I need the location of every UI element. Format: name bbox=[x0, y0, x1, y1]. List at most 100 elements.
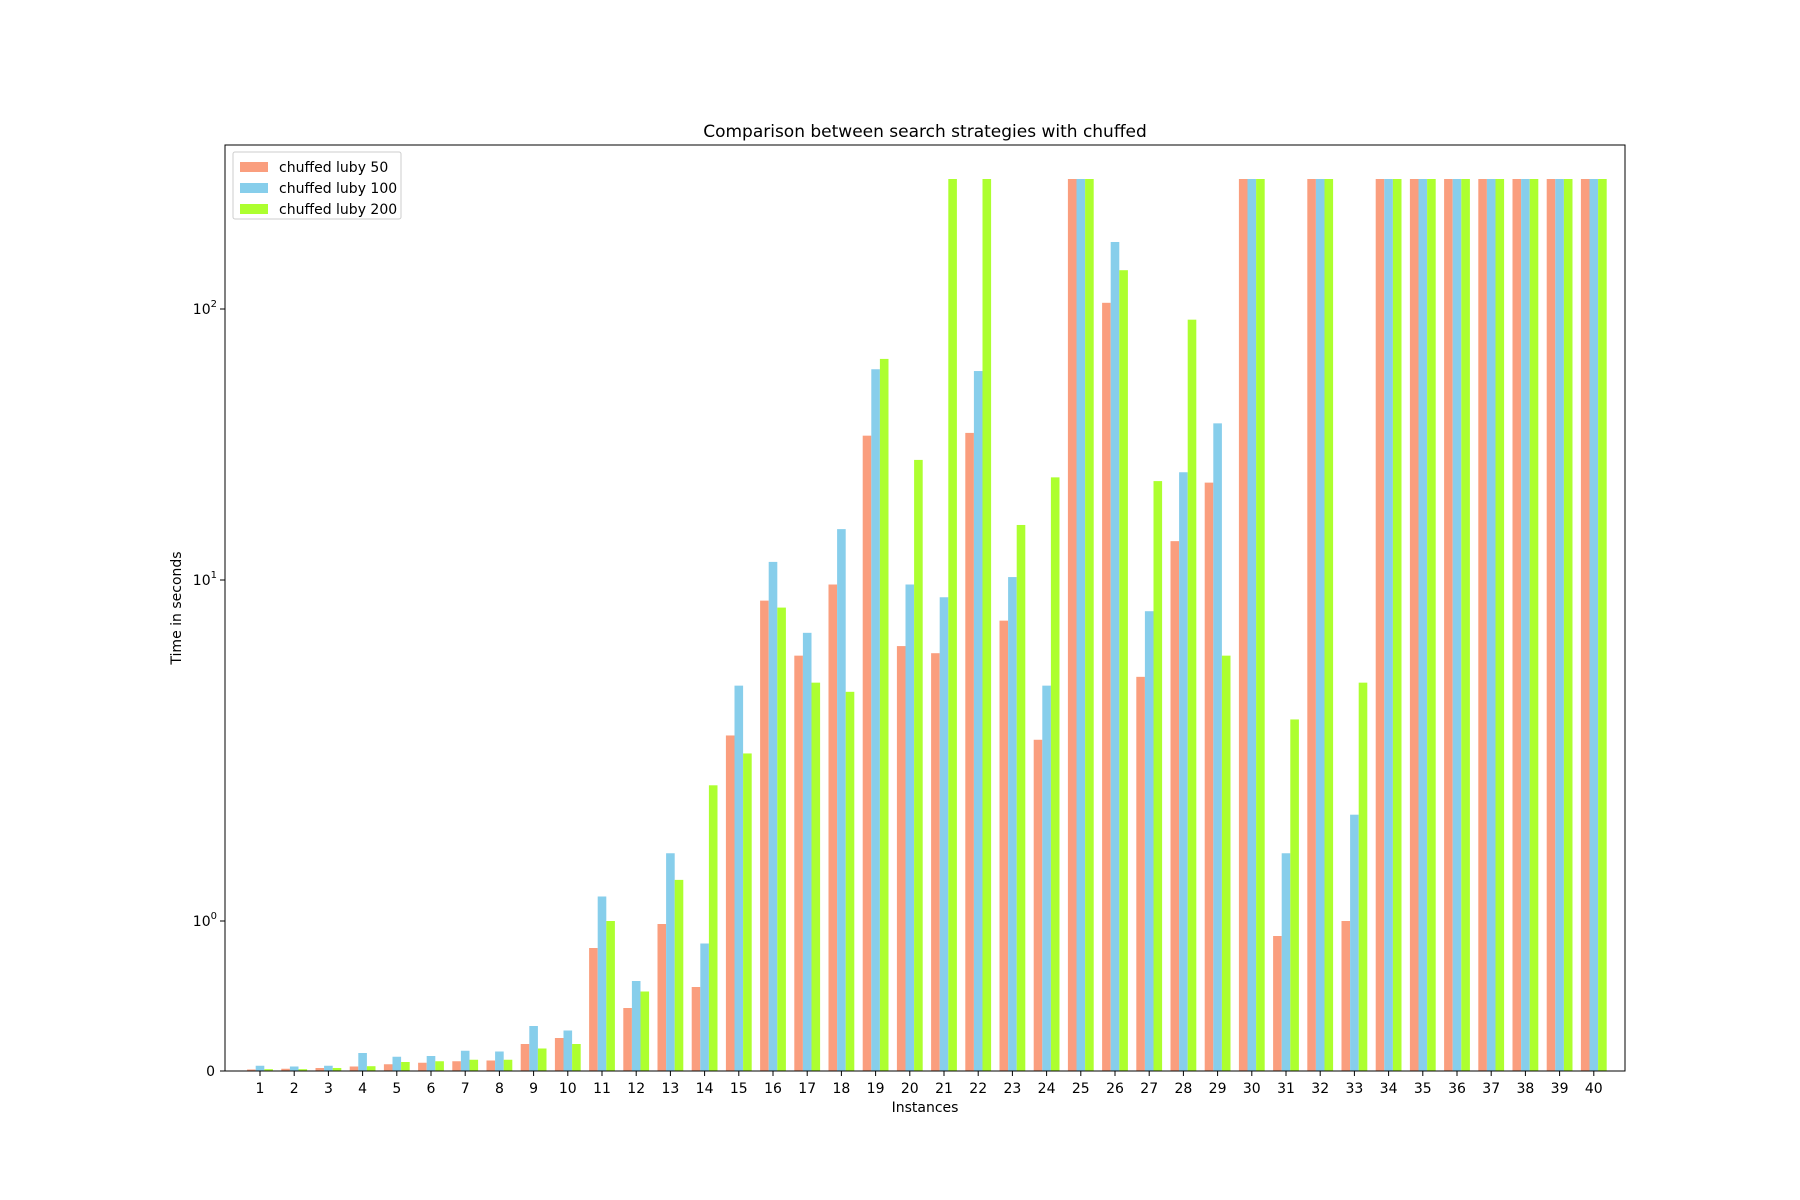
x-tick-label: 32 bbox=[1311, 1081, 1329, 1097]
bar-s1-25 bbox=[1067, 179, 1077, 1071]
bar-s1-19 bbox=[862, 435, 872, 1071]
bar-s3-9 bbox=[537, 1048, 547, 1071]
bar-s1-21 bbox=[931, 653, 940, 1071]
y-tick-label: 102 bbox=[193, 299, 217, 318]
bar-s2-4 bbox=[358, 1053, 367, 1071]
bar-s3-1 bbox=[264, 1069, 273, 1071]
bar-s3-24 bbox=[1050, 477, 1060, 1072]
bar-s2-36 bbox=[1452, 179, 1462, 1071]
x-tick-label: 14 bbox=[696, 1081, 714, 1097]
bar-s2-5 bbox=[392, 1056, 402, 1071]
bar-s1-11 bbox=[589, 948, 598, 1071]
bar-s1-28 bbox=[1170, 541, 1180, 1071]
bar-s1-6 bbox=[418, 1062, 427, 1071]
bar-s3-19 bbox=[879, 358, 889, 1071]
bar-s2-28 bbox=[1179, 472, 1188, 1071]
bar-s3-25 bbox=[1085, 179, 1094, 1071]
bar-s2-33 bbox=[1350, 814, 1359, 1071]
bar-s3-6 bbox=[435, 1061, 444, 1071]
bar-s2-29 bbox=[1213, 423, 1222, 1072]
bar-s2-17 bbox=[802, 632, 812, 1071]
legend-box bbox=[232, 151, 402, 220]
x-tick-label: 4 bbox=[358, 1081, 367, 1097]
bar-s1-16 bbox=[760, 600, 769, 1071]
y-tick-label: 100 bbox=[193, 911, 217, 930]
bar-s3-22 bbox=[982, 179, 992, 1071]
bar-s2-24 bbox=[1042, 685, 1051, 1071]
x-tick-label: 38 bbox=[1516, 1081, 1534, 1097]
bar-s2-6 bbox=[426, 1056, 436, 1071]
bar-s2-10 bbox=[563, 1030, 573, 1071]
bar-s3-30 bbox=[1256, 179, 1265, 1071]
bar-s3-27 bbox=[1153, 481, 1163, 1072]
bar-s1-31 bbox=[1273, 936, 1282, 1071]
x-ticks: 1 2 3 4 5 6 7 8 9 10 11 12 13 14 15 16 17 18 19 20 21 22 23 24 2… bbox=[256, 1071, 1603, 1097]
bar-s3-37 bbox=[1495, 179, 1505, 1071]
bar-s3-20 bbox=[914, 459, 923, 1071]
bar-s3-11 bbox=[606, 921, 615, 1071]
bar-s2-18 bbox=[837, 529, 846, 1071]
x-tick-label: 25 bbox=[1072, 1081, 1090, 1097]
bar-s3-15 bbox=[743, 753, 752, 1071]
y-ticks: 0 100 101 102 bbox=[193, 299, 225, 1080]
bar-s1-29 bbox=[1204, 482, 1214, 1071]
bar-s3-26 bbox=[1119, 270, 1128, 1072]
bar-s1-26 bbox=[1102, 302, 1111, 1071]
bar-s2-25 bbox=[1076, 179, 1086, 1071]
legend-label: chuffed luby 50 bbox=[279, 160, 388, 176]
bar-s3-16 bbox=[777, 607, 786, 1071]
bar-s2-23 bbox=[1008, 577, 1017, 1071]
x-tick-label: 1 bbox=[256, 1081, 265, 1097]
x-tick-label: 26 bbox=[1106, 1081, 1124, 1097]
bar-s2-31 bbox=[1281, 853, 1291, 1071]
x-tick-label: 3 bbox=[324, 1081, 333, 1097]
bar-s1-35 bbox=[1409, 179, 1419, 1071]
bar-s2-32 bbox=[1315, 179, 1325, 1071]
bar-s1-1 bbox=[247, 1069, 256, 1071]
x-tick-label: 2 bbox=[290, 1081, 299, 1097]
bar-s3-3 bbox=[332, 1068, 342, 1071]
bar-s1-2 bbox=[281, 1068, 290, 1071]
x-tick-label: 19 bbox=[867, 1081, 885, 1097]
bar-s1-27 bbox=[1136, 676, 1145, 1071]
bar-s1-24 bbox=[1033, 739, 1043, 1071]
bar-s1-20 bbox=[896, 646, 906, 1071]
bar-s3-29 bbox=[1221, 655, 1231, 1071]
bar-s1-7 bbox=[452, 1061, 461, 1071]
bar-s3-8 bbox=[503, 1059, 513, 1071]
bar-s1-15 bbox=[725, 735, 735, 1071]
x-tick-label: 12 bbox=[627, 1081, 645, 1097]
x-tick-label: 22 bbox=[969, 1081, 987, 1097]
x-tick-label: 30 bbox=[1243, 1081, 1261, 1097]
bar-s1-3 bbox=[315, 1068, 325, 1071]
bar-s1-32 bbox=[1307, 179, 1316, 1071]
plot-frame bbox=[224, 144, 1626, 1072]
x-tick-label: 6 bbox=[427, 1081, 436, 1097]
bar-s1-9 bbox=[520, 1044, 530, 1071]
bar-s3-35 bbox=[1427, 179, 1436, 1071]
bar-s2-19 bbox=[871, 369, 880, 1071]
x-tick-label: 27 bbox=[1140, 1081, 1158, 1097]
x-tick-label: 7 bbox=[461, 1081, 470, 1097]
x-tick-label: 37 bbox=[1482, 1081, 1500, 1097]
bar-s1-10 bbox=[554, 1038, 564, 1071]
x-tick-label: 35 bbox=[1414, 1081, 1432, 1097]
bar-s2-35 bbox=[1418, 179, 1428, 1071]
bar-s1-30 bbox=[1238, 179, 1248, 1071]
x-tick-label: 24 bbox=[1038, 1081, 1056, 1097]
bar-s3-7 bbox=[469, 1059, 479, 1071]
x-tick-label: 15 bbox=[730, 1081, 748, 1097]
bar-s3-36 bbox=[1461, 179, 1470, 1071]
bars-layer bbox=[247, 179, 1607, 1072]
bar-s1-39 bbox=[1546, 179, 1556, 1071]
bar-s1-18 bbox=[828, 584, 838, 1071]
bar-s1-8 bbox=[486, 1060, 496, 1071]
bar-s3-23 bbox=[1016, 524, 1026, 1071]
x-tick-label: 5 bbox=[392, 1081, 401, 1097]
x-tick-label: 13 bbox=[661, 1081, 679, 1097]
bar-s1-22 bbox=[965, 432, 974, 1071]
bar-s2-39 bbox=[1555, 179, 1564, 1071]
bar-s3-5 bbox=[401, 1062, 410, 1071]
bar-s2-21 bbox=[939, 597, 949, 1071]
bar-s3-31 bbox=[1290, 719, 1299, 1071]
